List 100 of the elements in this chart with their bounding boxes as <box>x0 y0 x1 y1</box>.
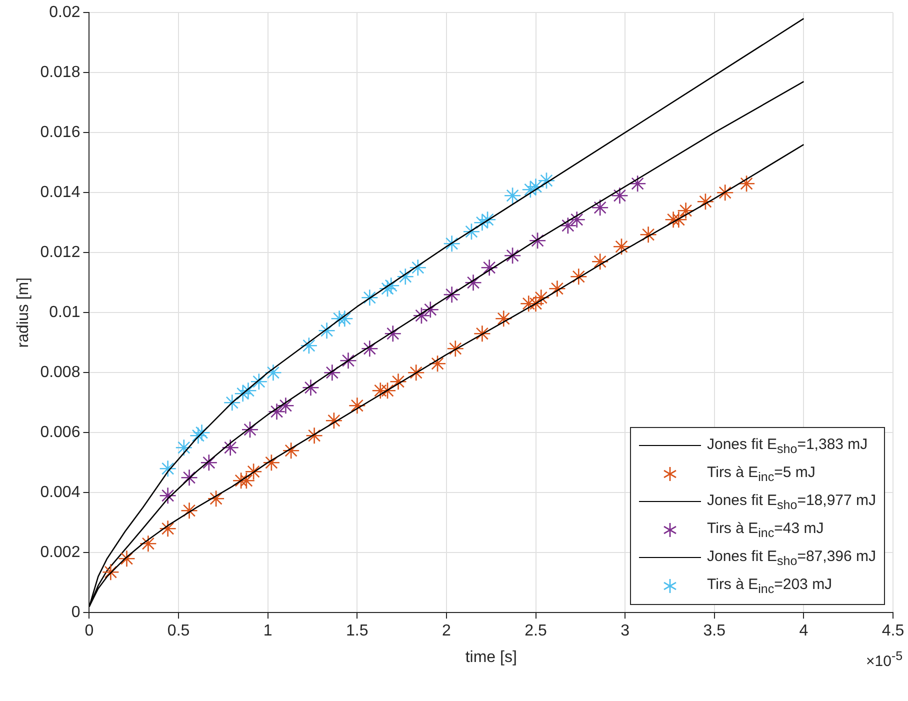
point <box>532 288 550 306</box>
point <box>175 438 193 456</box>
point <box>640 226 657 244</box>
point <box>538 172 556 190</box>
x-tick-label: 2 <box>442 622 452 640</box>
point <box>464 274 482 292</box>
point <box>193 424 210 442</box>
point <box>300 336 318 354</box>
y-tick-label: 0.002 <box>40 544 80 562</box>
point <box>180 502 198 520</box>
point <box>384 324 402 342</box>
x-tick-label: 4.5 <box>882 622 904 640</box>
legend-label: Jones fit E$_{sho}$=87,396 mJ <box>707 548 876 568</box>
point <box>200 454 218 472</box>
point <box>428 354 446 372</box>
point <box>443 286 460 304</box>
point <box>222 438 239 456</box>
point <box>159 486 176 504</box>
point <box>140 534 157 552</box>
point <box>325 412 343 430</box>
point <box>568 210 586 228</box>
legend-label: Tirs à E$_{inc}$=203 mJ <box>707 576 832 596</box>
y-axis-title: radius [m] <box>15 277 32 348</box>
point <box>696 192 714 210</box>
point <box>548 280 566 298</box>
point <box>244 462 262 480</box>
point <box>504 186 522 204</box>
x-tick-label: 3 <box>620 622 630 640</box>
x-axis-title: time [s] <box>465 648 517 666</box>
point <box>180 468 198 486</box>
point <box>478 210 496 228</box>
point <box>361 288 378 306</box>
point <box>302 378 320 396</box>
point <box>446 340 464 358</box>
y-tick-label: 0.016 <box>40 124 80 142</box>
point <box>738 174 756 192</box>
point <box>190 426 207 444</box>
point <box>340 352 357 370</box>
x-tick-label: 0 <box>84 622 94 640</box>
point <box>223 394 241 412</box>
point <box>628 174 646 192</box>
y-tick-label: 0.02 <box>49 4 80 22</box>
point <box>677 202 694 220</box>
point <box>262 454 280 472</box>
y-tick-label: 0.012 <box>40 244 80 262</box>
point <box>234 384 252 402</box>
point <box>480 258 498 276</box>
point <box>612 238 630 256</box>
point <box>268 402 286 420</box>
point <box>504 246 522 264</box>
x-tick-label: 1 <box>263 622 272 640</box>
point <box>670 210 688 228</box>
y-tick-label: 0.014 <box>40 184 80 202</box>
point <box>241 420 259 438</box>
point <box>570 268 588 286</box>
point <box>591 252 609 270</box>
point <box>250 372 268 390</box>
point <box>102 563 120 581</box>
point <box>422 300 440 318</box>
point <box>528 232 546 250</box>
point <box>390 372 407 390</box>
point <box>324 364 341 382</box>
y-tick-label: 0.008 <box>40 364 80 382</box>
point <box>407 364 425 382</box>
point <box>361 340 378 358</box>
x-tick-label: 2.5 <box>524 622 547 640</box>
point <box>396 268 414 286</box>
y-tick-label: 0.018 <box>40 64 80 82</box>
point <box>522 180 540 198</box>
point <box>412 306 430 324</box>
point <box>462 222 480 240</box>
point <box>474 214 491 232</box>
point <box>409 258 427 276</box>
point <box>591 198 609 216</box>
point <box>159 460 176 478</box>
y-tick-label: 0.006 <box>40 424 80 442</box>
point <box>264 364 282 382</box>
point <box>118 550 136 568</box>
x-tick-label: 4 <box>799 622 808 640</box>
text: ×10$^{-5}$ <box>866 648 903 670</box>
point <box>474 324 491 342</box>
point <box>559 216 577 234</box>
x-tick-label: 0.5 <box>167 622 190 640</box>
point <box>282 442 300 460</box>
point <box>306 426 323 444</box>
point <box>494 310 512 328</box>
x-tick-label: 1.5 <box>346 622 368 640</box>
point <box>336 310 354 328</box>
point <box>378 280 396 298</box>
point <box>277 396 294 414</box>
point <box>443 234 460 252</box>
point <box>318 322 336 340</box>
point <box>611 186 628 204</box>
y-tick-label: 0.004 <box>40 484 80 502</box>
y-tick-label: 0 <box>71 604 80 622</box>
x-tick-label: 3.5 <box>703 622 726 640</box>
point <box>348 396 366 414</box>
point <box>238 472 256 490</box>
legend-label: Jones fit E$_{sho}$=18,977 mJ <box>707 492 876 512</box>
point <box>382 276 400 294</box>
